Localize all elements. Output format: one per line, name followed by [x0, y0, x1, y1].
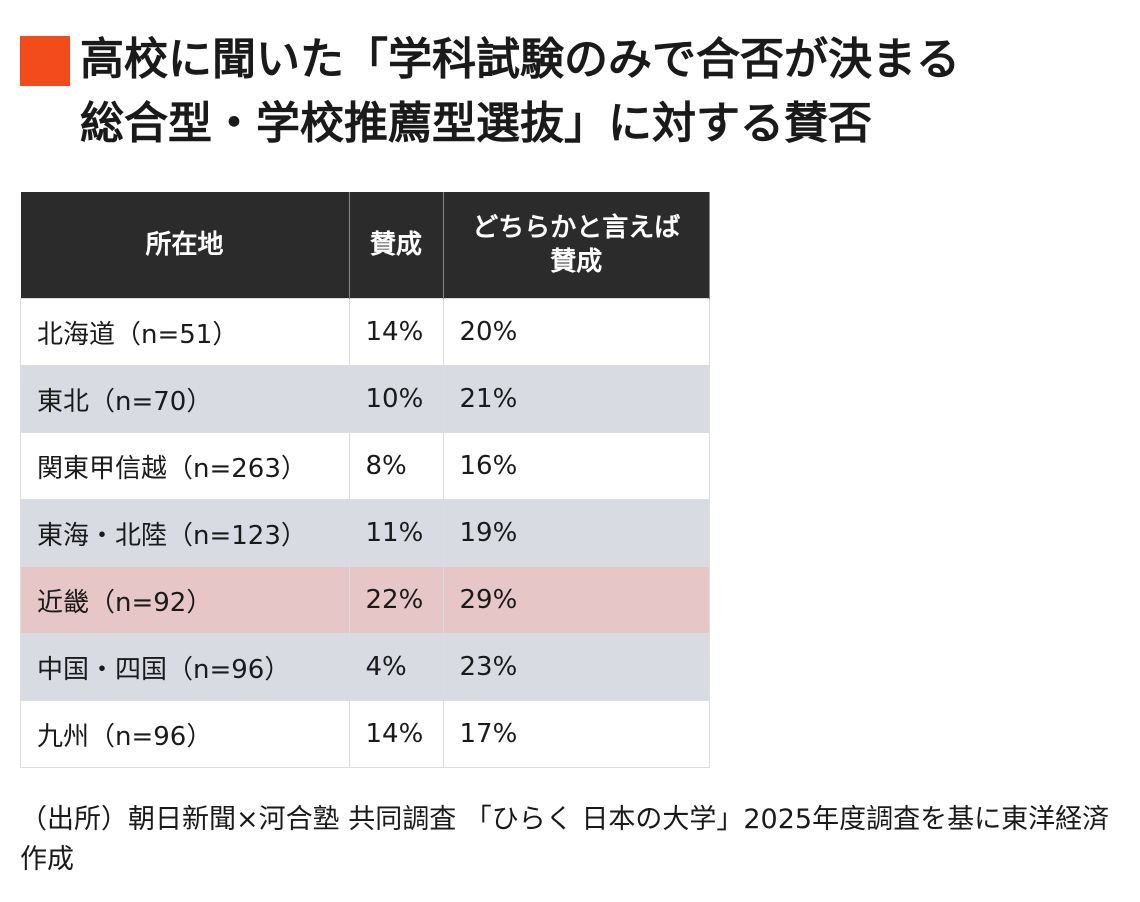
table-row: 近畿（n=92） 22% 29% — [20, 566, 710, 634]
table-row: 北海道（n=51） 14% 20% — [20, 298, 710, 366]
table-cell: 10% — [348, 365, 444, 433]
title: 高校に聞いた「学科試験のみで合否が決まる 総合型・学校推薦型選抜」に対する賛否 — [80, 28, 960, 156]
column-header: どちらかと言えば 賛成 — [443, 192, 710, 299]
table-cell: 九州（n=96） — [20, 700, 350, 768]
table-cell: 関東甲信越（n=263） — [20, 432, 350, 500]
table-cell: 東北（n=70） — [20, 365, 350, 433]
table-cell: 北海道（n=51） — [20, 298, 350, 366]
table-cell: 14% — [348, 700, 444, 768]
table-cell: 11% — [348, 499, 444, 567]
table-cell: 東海・北陸（n=123） — [20, 499, 350, 567]
table-cell: 近畿（n=92） — [20, 566, 350, 634]
header-row: 所在地 賛成 どちらかと言えば 賛成 — [20, 192, 710, 299]
table-row: 九州（n=96） 14% 17% — [20, 700, 710, 768]
title-line: 総合型・学校推薦型選抜」に対する賛否 — [80, 98, 872, 149]
table-cell: 23% — [442, 633, 710, 701]
source-note: （出所）朝日新聞×河合塾 共同調査 「ひらく 日本の大学」2025年度調査を基に… — [20, 804, 1110, 875]
title-marker — [20, 36, 70, 86]
column-header: 賛成 — [349, 192, 444, 299]
table-header: 所在地 賛成 どちらかと言えば 賛成 — [20, 192, 710, 299]
table-cell: 4% — [348, 633, 444, 701]
table-cell: 29% — [442, 566, 710, 634]
table-cell: 21% — [442, 365, 710, 433]
table-body: 北海道（n=51） 14% 20% 東北（n=70） 10% 21% 関東甲信越（n=263… — [20, 298, 710, 768]
table-row: 関東甲信越（n=263） 8% 16% — [20, 432, 710, 500]
column-header: 所在地 — [20, 192, 350, 299]
table-cell: 14% — [348, 298, 444, 366]
table-cell: 19% — [442, 499, 710, 567]
table-row: 東北（n=70） 10% 21% — [20, 365, 710, 433]
table-cell: 17% — [442, 700, 710, 768]
table-cell: 中国・四国（n=96） — [20, 633, 350, 701]
table-cell: 16% — [442, 432, 710, 500]
table-cell: 20% — [442, 298, 710, 366]
table-row: 東海・北陸（n=123） 11% 19% — [20, 499, 710, 567]
table-cell: 8% — [348, 432, 444, 500]
table: 所在地 賛成 どちらかと言えば 賛成 北海道（n=51） 14% 20% 東北（n=70）… — [20, 192, 710, 768]
title-line: 高校に聞いた「学科試験のみで合否が決まる — [80, 34, 960, 85]
table-cell: 22% — [348, 566, 444, 634]
table-row: 中国・四国（n=96） 4% 23% — [20, 633, 710, 701]
